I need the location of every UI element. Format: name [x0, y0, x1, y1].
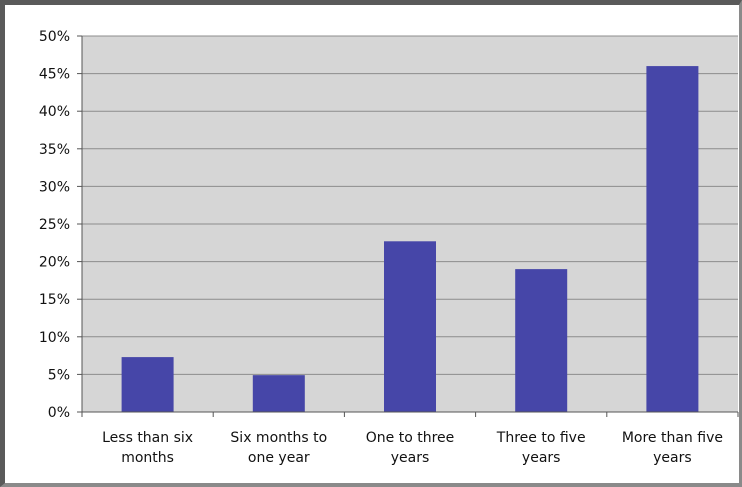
- x-tick-label: years: [391, 450, 430, 466]
- bar: [515, 269, 568, 412]
- gridlines: [82, 35, 738, 413]
- y-tick-label: 35%: [39, 142, 70, 158]
- y-tick-label: 10%: [39, 330, 70, 346]
- x-tick-label: Three to five: [496, 430, 586, 446]
- x-tick-label: months: [121, 450, 174, 466]
- y-tick-label: 0%: [48, 405, 70, 421]
- x-tick-label: years: [653, 450, 692, 466]
- y-tick-label: 25%: [39, 217, 70, 233]
- y-tick-label: 40%: [39, 104, 70, 120]
- y-tick-label: 15%: [39, 292, 70, 308]
- y-tick-label: 30%: [39, 179, 70, 195]
- x-tick-label: years: [522, 450, 561, 466]
- x-tick-label: One to three: [366, 430, 455, 446]
- bar: [646, 66, 699, 412]
- y-axis: 0% 5% 10% 15% 20% 25% 30% 35% 40% 45% 50%: [39, 29, 83, 421]
- bars: [121, 66, 699, 412]
- x-tick-label: More than five: [622, 430, 723, 446]
- y-tick-label: 5%: [48, 367, 70, 383]
- x-tick-label: Six months to: [230, 430, 327, 446]
- bar: [252, 375, 305, 412]
- bar: [121, 357, 174, 412]
- bar: [384, 241, 436, 412]
- y-tick-label: 50%: [39, 29, 70, 45]
- x-tick-label: one year: [248, 450, 310, 466]
- y-tick-label: 45%: [39, 67, 70, 83]
- y-tick-label: 20%: [39, 255, 70, 271]
- x-axis: Less than six months Six months to one year…: [81, 411, 739, 466]
- x-tick-label: Less than six: [102, 430, 193, 446]
